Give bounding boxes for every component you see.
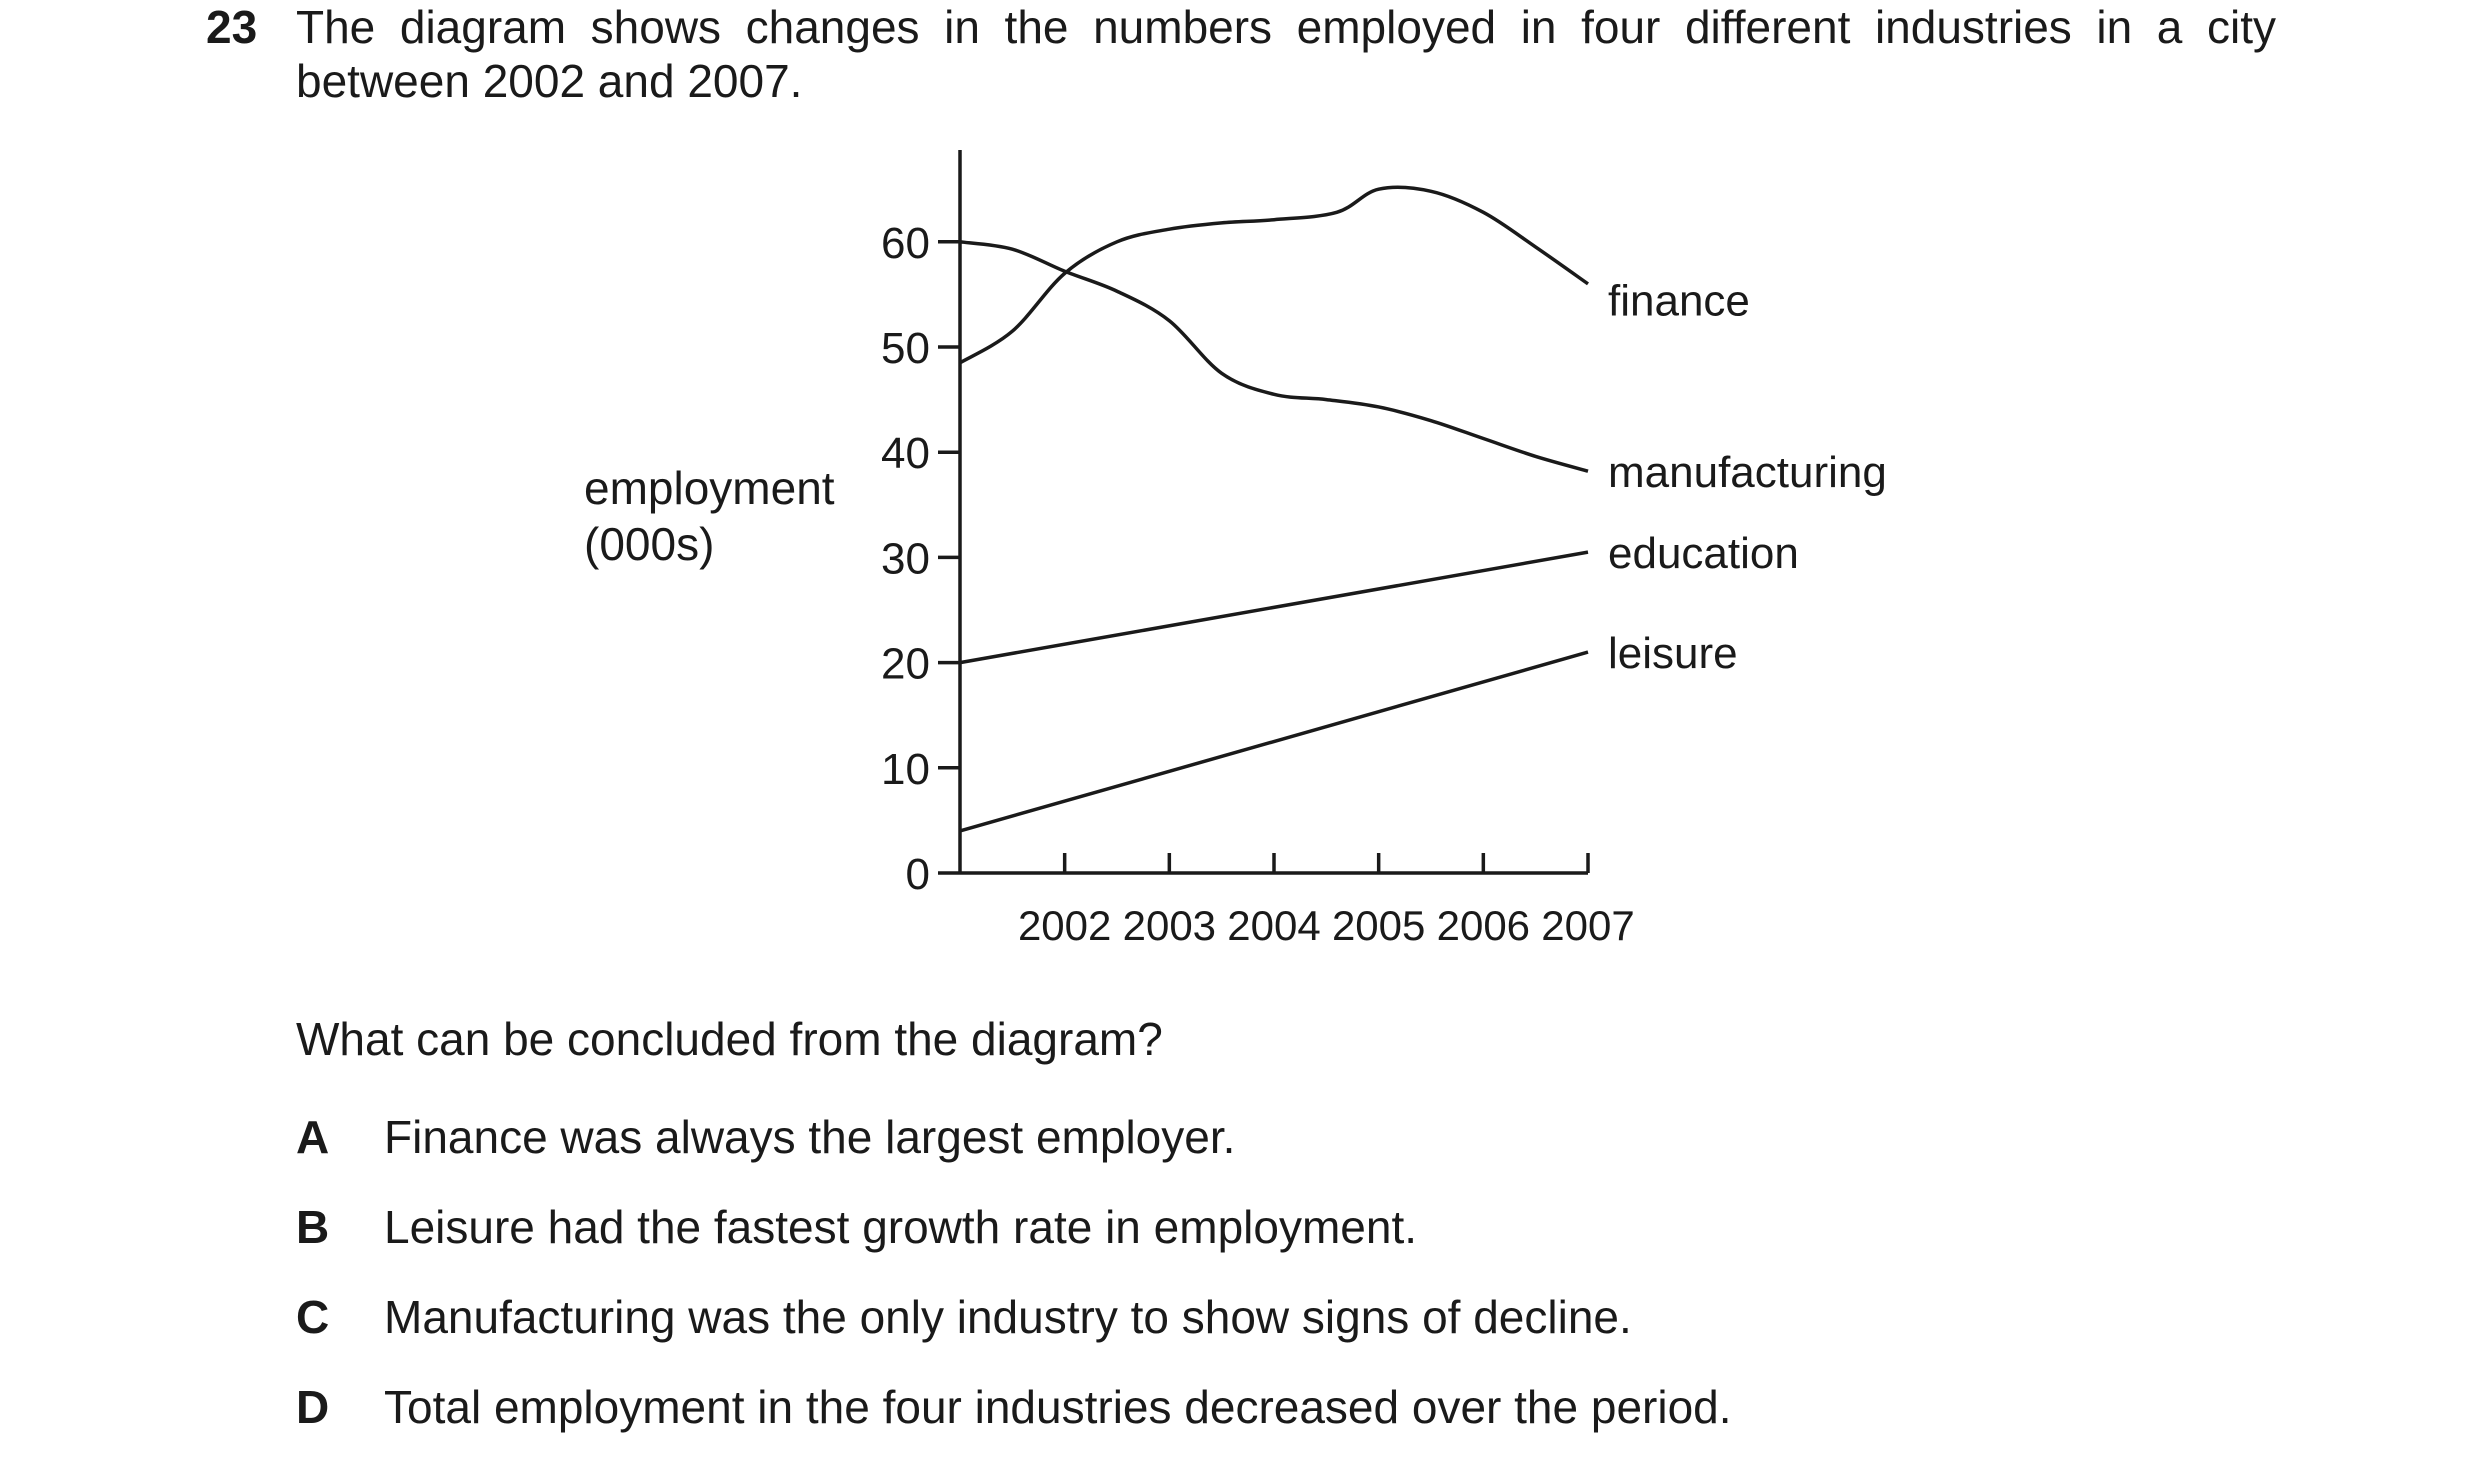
x-ticks: 2002 2003 2004 2005 2006 2007 <box>1018 853 1635 949</box>
option-c-text: Manufacturing was the only industry to s… <box>384 1291 1632 1343</box>
option-a-text: Finance was always the largest employer. <box>384 1111 1236 1163</box>
option-c-letter: C <box>296 1291 330 1343</box>
x-tick-label: 2007 <box>1541 902 1634 949</box>
series-label-manufacturing: manufacturing <box>1608 448 1887 497</box>
series-label-finance: finance <box>1608 277 1750 326</box>
y-tick-label: 20 <box>881 640 930 689</box>
series-label-leisure: leisure <box>1608 629 1738 678</box>
y-tick-label: 50 <box>881 324 930 373</box>
series-label-education: education <box>1608 529 1799 578</box>
y-axis-title: employment (000s) <box>584 462 835 570</box>
y-tick-label: 60 <box>881 219 930 268</box>
y-tick-label: 0 <box>906 850 930 899</box>
x-tick-label: 2002 <box>1018 902 1111 949</box>
option-d-text: Total employment in the four industries … <box>384 1381 1732 1433</box>
series-line-leisure <box>959 650 1589 833</box>
option-a-letter: A <box>296 1111 330 1163</box>
axes <box>958 150 1588 875</box>
x-tick-label: 2004 <box>1227 902 1320 949</box>
option-b-letter: B <box>296 1201 330 1253</box>
option-d-letter: D <box>296 1381 330 1433</box>
question-stem: The diagram shows changes in the numbers… <box>296 1 2276 107</box>
y-ticks: 0 10 20 30 40 50 60 <box>881 219 960 899</box>
series-labels: finance manufacturing education leisure <box>1608 277 1887 678</box>
y-tick-label: 10 <box>881 745 930 794</box>
series-lines <box>959 185 1590 833</box>
x-tick-label: 2005 <box>1332 902 1425 949</box>
series-line-education <box>959 550 1589 665</box>
y-axis-title-line2: (000s) <box>584 518 714 570</box>
x-tick-label: 2006 <box>1437 902 1530 949</box>
y-tick-label: 30 <box>881 534 930 583</box>
series-line-manufacturing <box>959 240 1589 473</box>
question-number: 23 <box>206 1 258 53</box>
x-tick-label: 2003 <box>1123 902 1216 949</box>
y-tick-label: 40 <box>881 429 930 478</box>
question-prompt: What can be concluded from the diagram? <box>296 1013 1163 1065</box>
y-axis-title-line1: employment <box>584 462 835 514</box>
series-line-finance <box>959 185 1590 365</box>
option-b-text: Leisure had the fastest growth rate in e… <box>384 1201 1418 1253</box>
